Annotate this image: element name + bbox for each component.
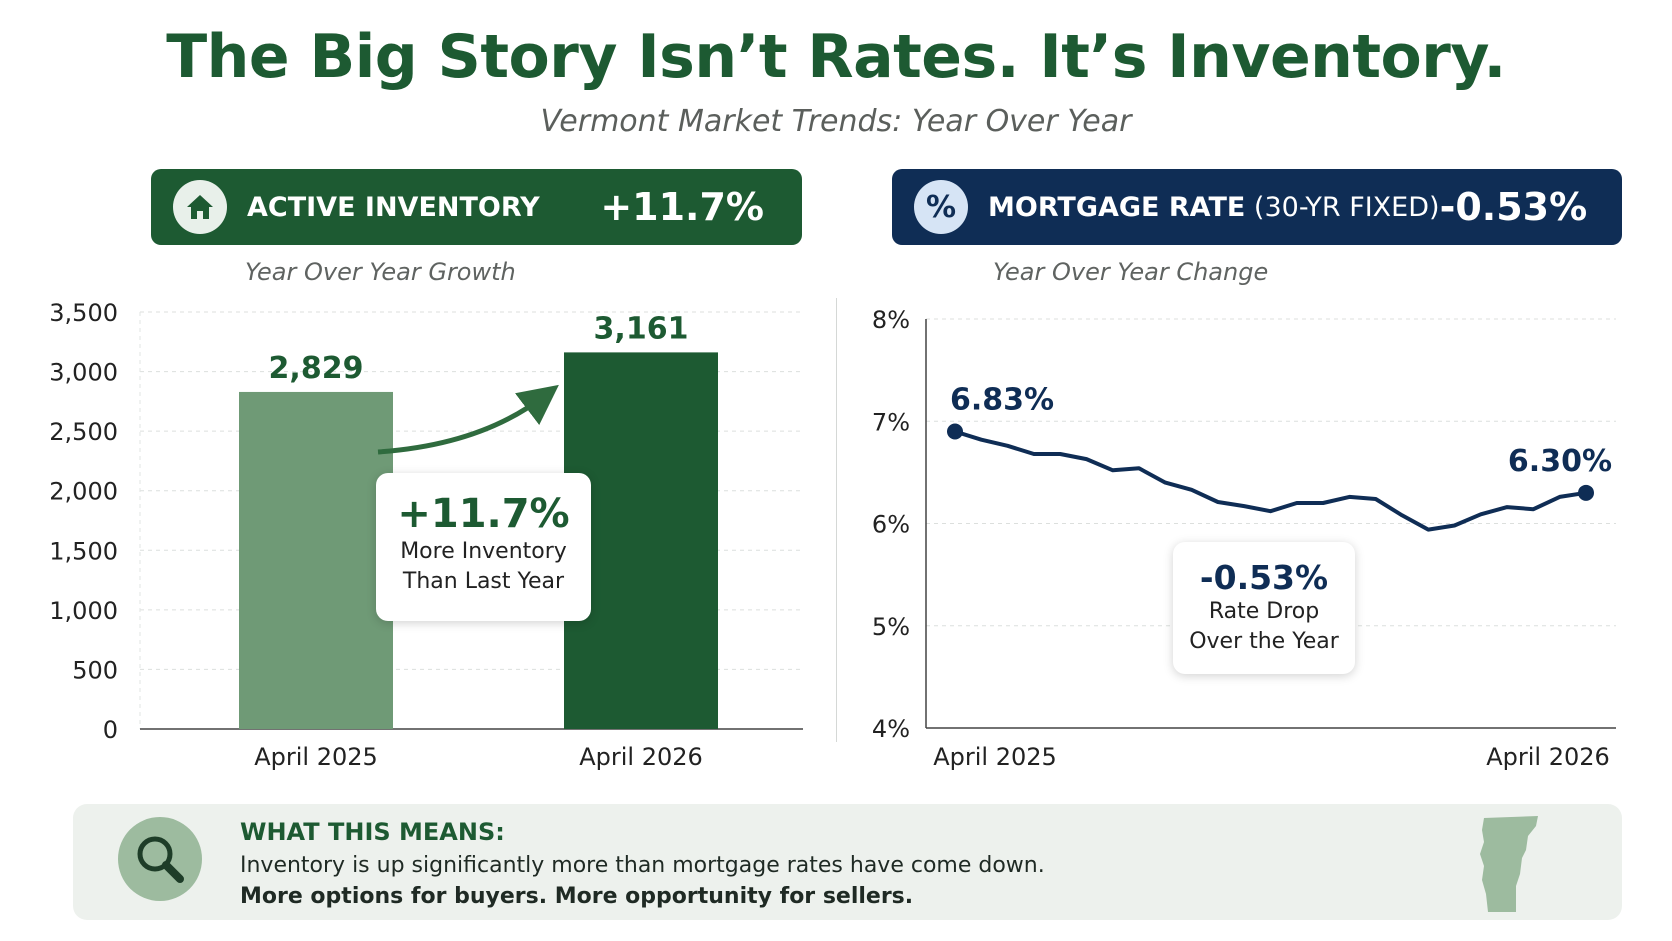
rate-callout-value: -0.53% xyxy=(1199,558,1329,597)
inventory-banner: ACTIVE INVENTORY +11.7% xyxy=(151,169,802,245)
rate-series-line xyxy=(954,429,1587,532)
inventory-caption: Year Over Year Growth xyxy=(245,258,516,286)
inventory-banner-label: ACTIVE INVENTORY xyxy=(247,191,540,223)
line-ytick-label: 8% xyxy=(872,306,910,334)
page-title: The Big Story Isn’t Rates. It’s Inventor… xyxy=(166,22,1506,92)
rate-caption: Year Over Year Change xyxy=(993,258,1269,286)
bar-ytick-label: 2,000 xyxy=(49,478,118,506)
end-value-label: 6.30% xyxy=(1508,444,1612,479)
bar-category-label: April 2025 xyxy=(254,743,378,771)
rate-callout-line1: Rate Drop xyxy=(1208,599,1320,624)
inventory-callout-value: +11.7% xyxy=(397,491,570,537)
line-x-label: April 2026 xyxy=(1486,743,1610,771)
line-ytick-label: 5% xyxy=(872,613,910,641)
bar-ytick-label: 2,500 xyxy=(49,418,118,446)
footer-panel: WHAT THIS MEANS: Inventory is up signifi… xyxy=(73,804,1622,920)
inventory-callout-line1: More Inventory xyxy=(400,539,567,564)
page-subtitle: Vermont Market Trends: Year Over Year xyxy=(540,104,1132,139)
footer-line1: Inventory is up significantly more than … xyxy=(240,853,1045,878)
bar-category-label: April 2026 xyxy=(579,743,703,771)
rate-banner-label-bold: MORTGAGE RATE xyxy=(988,191,1246,223)
rate-callout: -0.53% Rate Drop Over the Year xyxy=(1173,542,1355,674)
line-x-label: April 2025 xyxy=(933,743,1057,771)
house-icon xyxy=(173,180,227,234)
footer-line2: More options for buyers. More opportunit… xyxy=(240,884,914,909)
bar xyxy=(239,391,393,729)
bar-ytick-label: 0 xyxy=(103,716,118,744)
bar-ytick-label: 1,500 xyxy=(49,537,118,565)
percent-icon: % xyxy=(914,180,968,234)
start-point xyxy=(947,423,963,440)
rate-banner-label: MORTGAGE RATE (30-YR FIXED) xyxy=(988,192,1440,223)
inventory-callout-line2: Than Last Year xyxy=(402,569,565,594)
start-value-label: 6.83% xyxy=(950,382,1054,417)
inventory-banner-value: +11.7% xyxy=(600,185,764,229)
rate-banner-label-light: (30-YR FIXED) xyxy=(1245,191,1440,223)
bar-ytick-label: 3,000 xyxy=(49,359,118,387)
inventory-callout: +11.7% More Inventory Than Last Year xyxy=(376,473,591,621)
rate-banner: % MORTGAGE RATE (30-YR FIXED) -0.53% xyxy=(892,169,1622,245)
bar-ytick-label: 500 xyxy=(72,656,118,684)
rate-callout-line2: Over the Year xyxy=(1189,629,1339,654)
bar-value-label: 2,829 xyxy=(269,351,364,386)
footer-heading: WHAT THIS MEANS: xyxy=(240,818,505,846)
vermont-map-icon xyxy=(1476,814,1546,919)
end-point xyxy=(1578,484,1594,501)
line-ytick-label: 7% xyxy=(872,408,910,436)
inventory-bar-chart: 0 500 1,000 1,500 2,000 2,500 3,000 3,500 2,829 A… xyxy=(49,299,803,771)
magnifier-icon xyxy=(118,817,202,901)
line-ytick-label: 4% xyxy=(872,715,910,743)
bar-value-label: 3,161 xyxy=(594,311,689,346)
bar-ytick-label: 3,500 xyxy=(49,299,118,327)
line-ytick-label: 6% xyxy=(872,511,910,539)
rate-line-chart: 4% 5% 6% 7% 8% 6.83% 6.30% April 2025 April 2026 xyxy=(872,306,1616,771)
rate-banner-value: -0.53% xyxy=(1439,185,1588,229)
bar-ytick-label: 1,000 xyxy=(49,597,118,625)
panel-divider xyxy=(836,298,837,742)
growth-arrow xyxy=(377,384,559,455)
